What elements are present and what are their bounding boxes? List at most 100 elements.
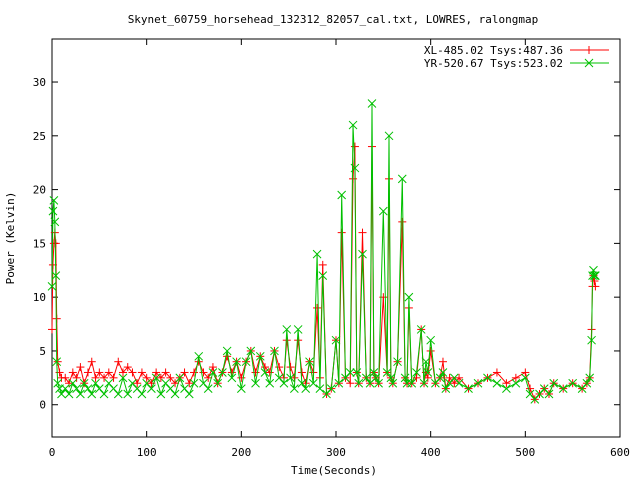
legend-marker — [585, 46, 593, 54]
data-point — [60, 384, 70, 393]
data-point — [218, 368, 227, 377]
data-point — [445, 373, 454, 382]
data-point — [382, 368, 392, 377]
data-point — [51, 271, 61, 281]
data-point — [270, 346, 279, 356]
series-1 — [48, 142, 600, 404]
data-point — [367, 99, 377, 108]
x-axis-label: Time(Seconds) — [291, 464, 377, 477]
data-point — [123, 389, 133, 399]
axes: 0 100 200 300 400 500 600 0 5 10 15 20 25 30 — [33, 39, 630, 459]
x-tick-label: 300 — [326, 446, 346, 459]
data-point — [350, 163, 360, 173]
data-point — [87, 357, 96, 366]
data-point — [275, 363, 284, 372]
data-point — [166, 373, 175, 382]
data-point — [520, 373, 530, 383]
data-point — [400, 373, 410, 383]
data-point — [208, 363, 217, 372]
data-point — [582, 378, 592, 388]
data-point — [293, 325, 303, 334]
data-point — [386, 373, 396, 383]
data-point — [450, 379, 459, 388]
data-point — [297, 368, 306, 377]
x-tick-label: 500 — [515, 446, 535, 459]
data-point — [128, 368, 137, 377]
data-point — [133, 379, 142, 388]
data-point — [585, 373, 595, 383]
x-tick-label: 100 — [137, 446, 157, 459]
data-point — [99, 389, 109, 399]
data-point — [194, 351, 204, 361]
legend-marker — [584, 58, 594, 68]
data-point — [91, 373, 100, 382]
series-2 — [47, 99, 600, 404]
data-point — [312, 249, 322, 259]
data-point — [318, 271, 328, 281]
data-point — [185, 379, 194, 388]
data-point — [152, 368, 161, 377]
data-point — [558, 384, 568, 393]
data-point — [358, 249, 367, 259]
data-point — [119, 368, 127, 377]
data-point — [483, 373, 492, 383]
data-point — [68, 378, 78, 388]
data-point — [348, 120, 358, 130]
data-point — [426, 335, 436, 345]
data-point — [68, 368, 77, 377]
data-point — [301, 384, 311, 393]
data-point — [49, 195, 59, 205]
data-point — [184, 389, 194, 399]
data-point — [76, 363, 85, 372]
data-point — [265, 378, 275, 388]
data-point — [52, 357, 62, 367]
data-point — [151, 373, 161, 383]
data-point — [590, 271, 599, 281]
data-point — [161, 368, 170, 377]
data-point — [371, 373, 381, 383]
data-point — [286, 363, 295, 372]
data-point — [208, 368, 218, 377]
data-point — [65, 379, 74, 388]
data-point — [227, 373, 237, 383]
data-point — [358, 228, 367, 237]
y-tick-label: 15 — [33, 237, 46, 250]
data-point — [438, 357, 447, 366]
data-point — [241, 357, 251, 367]
data-point — [544, 389, 554, 399]
plot-area-frame — [51, 38, 621, 438]
data-point — [326, 384, 336, 393]
data-point — [318, 260, 327, 269]
data-point — [203, 384, 213, 393]
data-point — [222, 346, 232, 356]
data-point — [588, 271, 597, 281]
data-point — [91, 378, 100, 388]
data-point — [53, 378, 63, 388]
data-point — [51, 239, 60, 248]
data-point — [502, 384, 511, 393]
data-point — [100, 373, 109, 382]
data-point — [492, 378, 502, 388]
data-point — [521, 368, 530, 377]
data-point — [346, 379, 355, 388]
data-point — [369, 368, 379, 377]
legend-label: YR-520.67 Tsys:523.02 — [424, 57, 563, 70]
data-point — [349, 174, 358, 183]
data-point — [64, 389, 74, 399]
data-point — [213, 378, 223, 388]
data-point — [72, 373, 81, 382]
data-point — [350, 142, 359, 151]
y-tick-label: 10 — [33, 291, 46, 304]
data-point — [190, 368, 198, 377]
data-point — [123, 363, 132, 372]
data-point — [416, 325, 426, 334]
y-tick-label: 5 — [39, 345, 46, 358]
data-point — [549, 378, 559, 388]
data-point — [83, 368, 92, 377]
series-layer — [47, 99, 600, 404]
data-point — [398, 217, 407, 226]
data-point — [50, 217, 60, 227]
data-point — [374, 378, 383, 388]
data-point — [308, 378, 318, 388]
